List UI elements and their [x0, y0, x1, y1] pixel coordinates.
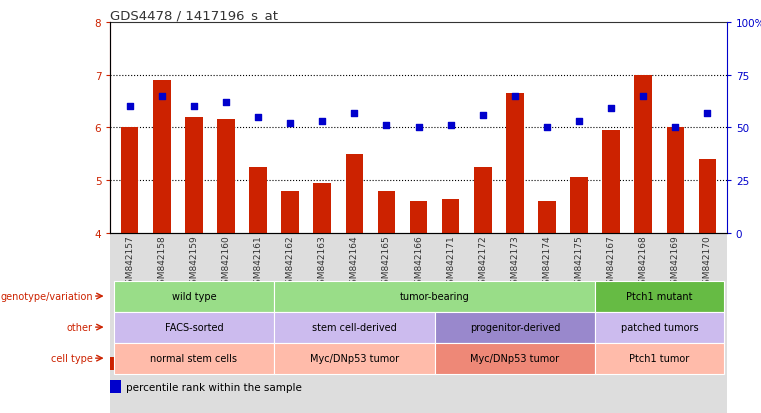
- Bar: [538, 202, 556, 233]
- Text: Ptch1 tumor: Ptch1 tumor: [629, 353, 689, 363]
- Point: [252, 114, 264, 121]
- Text: normal stem cells: normal stem cells: [151, 353, 237, 363]
- Point: [412, 125, 425, 131]
- Text: FACS-sorted: FACS-sorted: [164, 322, 223, 332]
- Point: [188, 104, 200, 110]
- Bar: [153, 81, 170, 233]
- Text: patched tumors: patched tumors: [620, 322, 698, 332]
- Bar: [282, 191, 299, 233]
- Bar: [377, 191, 395, 233]
- Point: [284, 121, 296, 127]
- Bar: [110, 357, 121, 370]
- Bar: [217, 120, 234, 233]
- Bar: [110, 380, 121, 393]
- Point: [316, 119, 328, 125]
- Bar: [442, 199, 460, 233]
- Text: Myc/DNp53 tumor: Myc/DNp53 tumor: [310, 353, 399, 363]
- Point: [349, 110, 361, 116]
- Bar: [570, 178, 588, 233]
- Bar: [474, 168, 492, 233]
- Bar: [603, 131, 620, 233]
- Text: transformed count: transformed count: [126, 359, 223, 369]
- Bar: [409, 202, 428, 233]
- Point: [670, 125, 682, 131]
- Text: Myc/DNp53 tumor: Myc/DNp53 tumor: [470, 353, 559, 363]
- Point: [509, 93, 521, 100]
- Bar: [121, 128, 139, 233]
- Point: [605, 106, 617, 112]
- Point: [541, 125, 553, 131]
- Point: [444, 123, 457, 129]
- Point: [637, 93, 649, 100]
- Bar: [699, 159, 716, 233]
- Text: other: other: [67, 322, 93, 332]
- Text: cell type: cell type: [51, 353, 93, 363]
- Text: genotype/variation: genotype/variation: [0, 291, 93, 301]
- Text: tumor-bearing: tumor-bearing: [400, 291, 470, 301]
- Bar: [249, 168, 267, 233]
- Point: [155, 93, 167, 100]
- Bar: [667, 128, 684, 233]
- Point: [123, 104, 135, 110]
- Point: [220, 100, 232, 106]
- Text: wild type: wild type: [171, 291, 216, 301]
- Bar: [185, 117, 202, 233]
- Point: [380, 123, 393, 129]
- Bar: [314, 183, 331, 233]
- Text: progenitor-derived: progenitor-derived: [470, 322, 560, 332]
- Text: GDS4478 / 1417196_s_at: GDS4478 / 1417196_s_at: [110, 9, 279, 21]
- Point: [573, 119, 585, 125]
- Bar: [345, 154, 363, 233]
- Text: percentile rank within the sample: percentile rank within the sample: [126, 382, 301, 392]
- Text: stem cell-derived: stem cell-derived: [312, 322, 396, 332]
- Bar: [635, 75, 652, 233]
- Bar: [506, 94, 524, 233]
- Point: [476, 112, 489, 119]
- Point: [702, 110, 714, 116]
- Text: Ptch1 mutant: Ptch1 mutant: [626, 291, 693, 301]
